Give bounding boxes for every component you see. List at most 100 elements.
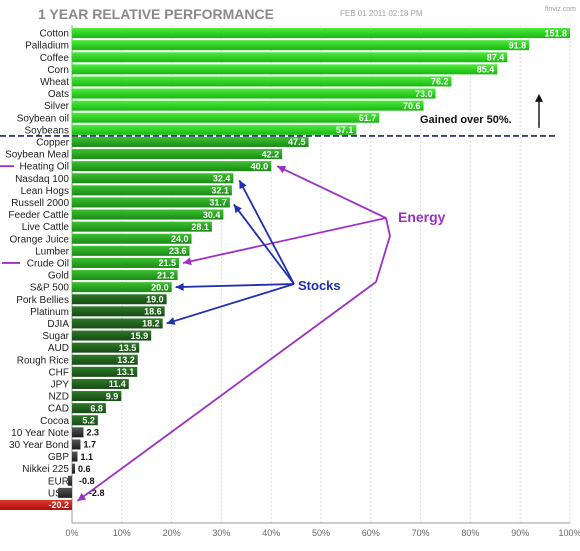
category-label: Silver [44,101,70,112]
brand-logo[interactable]: finviz.com [545,6,576,13]
bars: Cotton 151.8 Palladium 91.8 Coffee 87.4 Corn 85… [0,28,570,511]
bar [72,451,78,462]
stocks-arrow [166,283,295,325]
value-label: 61.7 [359,113,377,123]
bar [72,366,138,377]
category-label: Heating Oil [20,162,69,173]
value-label: 21.5 [159,258,177,268]
bar [72,76,452,87]
value-label: 1.1 [80,452,93,462]
stocks-arrow [238,179,295,285]
category-label: 10 Year Note [11,428,69,439]
category-label: Lean Hogs [21,186,69,197]
chart-title: 1 YEAR RELATIVE PERFORMANCE [38,6,274,22]
category-label: Pork Bellies [16,295,69,306]
x-tick-label: 80% [461,528,479,538]
x-tick-label: 20% [163,528,181,538]
category-label: Coffee [40,53,70,64]
value-label: -2.8 [89,488,105,498]
value-label: 31.7 [209,198,227,208]
bar [72,185,232,196]
stocks-arrow-head [175,282,184,291]
category-label: DJIA [47,319,69,330]
category-label: AUD [48,343,69,354]
category-label: Orange Juice [10,234,70,245]
bar [72,136,309,147]
category-label: Lumber [35,246,70,257]
value-label: 76.2 [431,77,449,87]
energy-arrow [182,217,387,264]
bar [72,439,81,450]
bar [72,100,424,111]
bar [72,330,152,341]
stocks-arrow [233,203,295,285]
x-tick-label: 0% [65,528,78,538]
category-label: Palladium [25,41,69,52]
category-label: Feeder Cattle [8,210,69,221]
category-label: Sugar [42,331,69,342]
category-label: Oats [48,89,69,100]
category-label: Live Cattle [22,222,70,233]
bar [72,318,163,329]
category-label: 30 Year Bond [9,440,69,451]
energy-arrow [76,281,377,502]
category-label: Wheat [40,77,69,88]
category-label: Russell 2000 [11,198,69,209]
energy-arrow-path [375,217,391,283]
bar [72,270,178,281]
bar [72,415,98,426]
value-label: 5.2 [82,415,95,425]
bar [72,161,272,172]
category-label: GBP [48,452,69,463]
category-label: Gold [48,271,69,282]
value-label: 32.4 [213,173,231,183]
bar [72,124,357,135]
value-label: 0.6 [78,464,91,474]
bar [72,391,122,402]
value-label: 73.0 [415,89,433,99]
category-label: Cotton [40,29,69,40]
value-label: 11.4 [109,379,126,389]
category-label: Nasdaq 100 [15,174,69,185]
category-label: Soybean Meal [5,150,69,161]
bar [72,88,436,99]
category-label: Nikkei 225 [22,464,69,475]
value-label: 2.3 [86,428,99,438]
value-label: 18.6 [144,307,162,317]
bar [72,378,129,389]
bar [72,257,180,268]
bar [72,342,140,353]
value-label: 15.9 [131,331,149,341]
value-label: -20.2 [48,500,69,510]
category-label: Platinum [30,307,69,318]
bar [72,197,230,208]
value-label: 30.4 [203,210,221,220]
x-tick-label: 70% [412,528,430,538]
value-label: 57.1 [336,125,354,135]
value-label: 23.6 [169,246,187,256]
value-label: 19.0 [146,294,164,304]
bar [72,112,380,123]
category-label: S&P 500 [30,283,70,294]
bar [72,52,508,63]
category-label: Rough Rice [17,355,70,366]
value-label: 18.2 [142,319,160,329]
value-label: 20.0 [151,282,169,292]
value-label: 13.1 [117,367,135,377]
threshold-arrowhead [535,93,543,102]
category-label: Crude Oil [27,258,69,269]
stocks-arrow-head [233,204,242,214]
x-tick-label: 90% [511,528,529,538]
bar [72,233,192,244]
bar [72,28,570,39]
bar [72,403,106,414]
energy-arrow-head [183,257,192,266]
value-label: 85.4 [477,65,495,75]
value-label: 24.0 [171,234,189,244]
value-label: 42.2 [262,149,280,159]
bar [72,294,167,305]
bar [72,221,212,232]
energy-label: Energy [398,209,446,225]
bar [72,245,190,256]
